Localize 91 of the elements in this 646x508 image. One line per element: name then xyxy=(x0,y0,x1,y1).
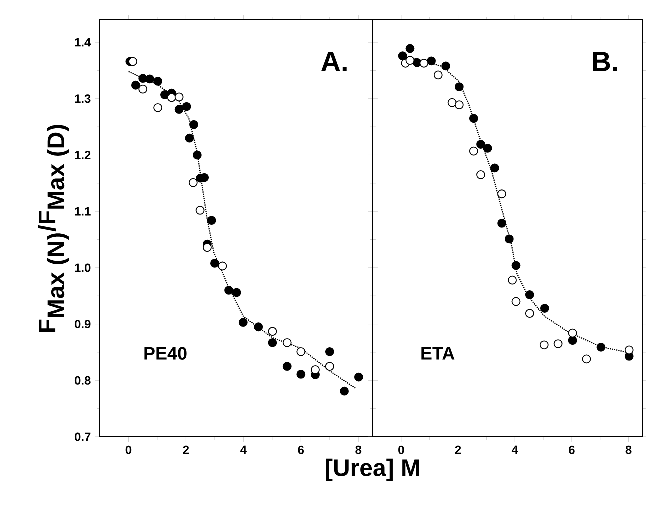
point xyxy=(340,386,349,396)
point xyxy=(167,93,176,102)
point xyxy=(203,243,212,252)
point xyxy=(568,328,578,338)
point xyxy=(174,92,184,102)
point xyxy=(398,52,408,61)
point xyxy=(490,164,500,173)
point xyxy=(504,234,514,244)
point xyxy=(268,338,278,348)
point xyxy=(512,261,521,270)
y-tick-label: 0.9 xyxy=(74,320,91,329)
point xyxy=(427,56,436,66)
x-tick-label: 2 xyxy=(183,446,190,454)
point xyxy=(311,365,320,374)
y-tick-label: 0.8 xyxy=(74,376,91,385)
point xyxy=(131,80,140,90)
point xyxy=(540,304,550,313)
y-axis-title: $\textbf{F}_{\textbf{Max (N)}}\textbf{/F}_{\textbf{Max (D)}}$ xyxy=(38,125,70,332)
y-tick-label: 1.4 xyxy=(75,38,92,47)
y-tick-label: 0.7 xyxy=(74,432,91,442)
point xyxy=(469,146,478,156)
point xyxy=(476,140,486,149)
y-tick-label: 1.0 xyxy=(75,264,91,272)
point xyxy=(442,62,450,71)
point xyxy=(354,372,364,382)
point xyxy=(224,286,234,295)
point xyxy=(282,362,292,372)
point xyxy=(296,370,306,379)
point xyxy=(325,362,334,372)
point xyxy=(238,318,248,328)
point xyxy=(190,120,198,130)
point xyxy=(128,57,138,66)
x-tick-label: 8 xyxy=(626,446,632,454)
line-series xyxy=(128,71,356,390)
annotation: ETA xyxy=(422,347,455,360)
x-axis-title: [Urea] M xyxy=(326,458,420,482)
point xyxy=(182,102,192,112)
x-tick-label: 2 xyxy=(455,446,462,454)
point xyxy=(512,297,521,306)
point xyxy=(188,178,198,188)
annotation: B. xyxy=(593,52,618,72)
point xyxy=(154,103,162,112)
point xyxy=(420,58,429,68)
point xyxy=(469,114,478,124)
point xyxy=(525,309,534,318)
x-tick-label: 6 xyxy=(569,446,575,454)
point xyxy=(434,70,443,80)
point xyxy=(138,84,148,94)
point xyxy=(174,105,184,114)
point xyxy=(218,262,228,271)
point xyxy=(154,76,162,86)
point xyxy=(282,338,292,348)
point xyxy=(540,340,549,350)
point xyxy=(554,340,563,348)
point xyxy=(254,322,264,332)
y-tick-label: 1.3 xyxy=(75,94,91,104)
annotation: A. xyxy=(321,52,347,72)
point xyxy=(596,342,606,352)
point xyxy=(508,276,517,285)
x-tick-label: 8 xyxy=(356,446,362,454)
y-tick-label: 1.1 xyxy=(75,207,91,216)
x-tick-label: 4 xyxy=(240,446,247,454)
x-tick-label: 0 xyxy=(398,446,404,454)
point xyxy=(568,336,578,346)
point xyxy=(185,134,194,143)
point xyxy=(498,218,506,228)
point xyxy=(325,347,334,356)
x-tick-label: 6 xyxy=(298,446,304,454)
annotation: PE40 xyxy=(144,347,187,360)
x-tick-label: 4 xyxy=(512,446,518,454)
point xyxy=(192,150,202,160)
point xyxy=(454,100,464,110)
point xyxy=(406,56,415,66)
point xyxy=(525,290,534,300)
y-tick-label: 1.2 xyxy=(75,151,91,160)
point xyxy=(498,190,506,199)
point xyxy=(146,74,154,84)
point xyxy=(207,216,216,226)
point xyxy=(483,144,492,153)
point xyxy=(232,288,242,298)
point xyxy=(448,98,457,108)
point xyxy=(210,258,220,268)
point xyxy=(624,346,634,355)
point xyxy=(296,347,306,356)
point xyxy=(268,327,278,336)
point xyxy=(582,354,592,364)
point xyxy=(406,44,415,54)
point xyxy=(454,82,464,92)
point xyxy=(196,206,205,215)
x-tick-label: 0 xyxy=(126,446,132,454)
point xyxy=(476,170,486,180)
